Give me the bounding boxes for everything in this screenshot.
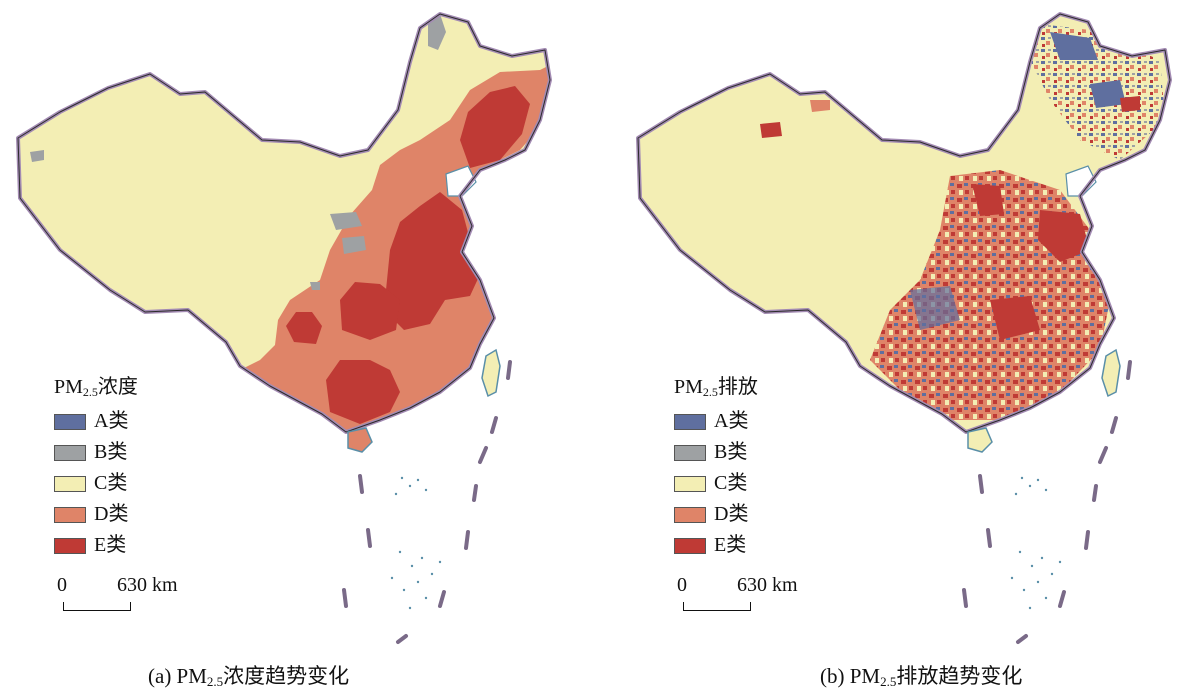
legend-title: PM2.5排放	[674, 376, 758, 399]
class-b-patch	[330, 212, 362, 230]
scale-bar: 0 630 km	[677, 574, 817, 620]
scale-distance-label: 630 km	[737, 574, 798, 596]
class-e-zone-sichuan	[286, 312, 322, 344]
scale-zero-label: 0	[677, 574, 687, 596]
hainan-island	[347, 427, 373, 453]
legend-concentration: PM2.5浓度 A类 B类 C类 D类 E类	[54, 372, 138, 561]
scale-distance-label: 630 km	[117, 574, 178, 596]
class-e-patch	[990, 296, 1040, 340]
legend-item-d: D类	[674, 499, 758, 530]
scale-bar: 0 630 km	[57, 574, 197, 620]
class-b-patch	[342, 236, 366, 254]
legend-title: PM2.5浓度	[54, 376, 138, 399]
class-b-patch	[310, 282, 320, 290]
swatch-b	[54, 444, 86, 461]
swatch-d	[54, 506, 86, 523]
legend-item-b: B类	[54, 437, 138, 468]
swatch-a	[54, 413, 86, 430]
taiwan-island	[1101, 348, 1121, 398]
class-e-zone-northeast	[460, 86, 530, 168]
south-china-sea-islands	[390, 476, 442, 610]
south-china-sea-dash-lines	[342, 360, 512, 644]
class-d-patch	[810, 100, 830, 112]
concentration-map	[16, 12, 552, 644]
class-e-zone-south	[326, 360, 400, 424]
bohai-sea	[445, 165, 477, 197]
class-e-patch	[1038, 210, 1090, 262]
legend-item-e: E类	[674, 530, 758, 561]
south-china-sea-dash-lines	[962, 360, 1132, 644]
swatch-e	[674, 537, 706, 554]
caption-a: (a) PM2.5浓度趋势变化	[148, 664, 350, 689]
emission-classes	[760, 24, 1165, 420]
scale-line	[683, 602, 751, 611]
legend-item-b: B类	[674, 437, 758, 468]
class-a-patch	[910, 286, 960, 330]
south-china-sea-islands	[1010, 476, 1062, 610]
class-e-zone-central	[340, 282, 400, 340]
legend-item-e: E类	[54, 530, 138, 561]
scale-line	[63, 602, 131, 611]
caption-b: (b) PM2.5排放趋势变化	[820, 664, 1023, 689]
legend-item-c: C类	[674, 468, 758, 499]
swatch-b	[674, 444, 706, 461]
emission-map	[636, 12, 1172, 644]
legend-item-d: D类	[54, 499, 138, 530]
class-a-patch	[1050, 32, 1098, 60]
class-b-patch	[30, 150, 44, 162]
class-e-patch	[760, 122, 782, 138]
swatch-a	[674, 413, 706, 430]
swatch-c	[54, 475, 86, 492]
swatch-e	[54, 537, 86, 554]
taiwan-island	[481, 348, 501, 398]
panel-pm25-concentration: PM2.5浓度 A类 B类 C类 D类 E类 0 630 km (a) PM2.…	[16, 12, 552, 689]
class-e-patch	[972, 184, 1004, 216]
class-b-patch	[428, 14, 446, 50]
legend-item-a: A类	[54, 406, 138, 437]
class-e-zone-north-china	[386, 192, 482, 330]
legend-item-a: A类	[674, 406, 758, 437]
scale-zero-label: 0	[57, 574, 67, 596]
swatch-d	[674, 506, 706, 523]
legend-emission: PM2.5排放 A类 B类 C类 D类 E类	[674, 372, 758, 561]
panel-pm25-emission: PM2.5排放 A类 B类 C类 D类 E类 0 630 km (b) PM2.…	[620, 0, 1200, 690]
legend-item-c: C类	[54, 468, 138, 499]
class-a-patch	[1090, 80, 1126, 108]
hainan-island	[967, 427, 993, 453]
bohai-sea	[1065, 165, 1097, 197]
class-e-patch	[1120, 96, 1140, 112]
swatch-c	[674, 475, 706, 492]
